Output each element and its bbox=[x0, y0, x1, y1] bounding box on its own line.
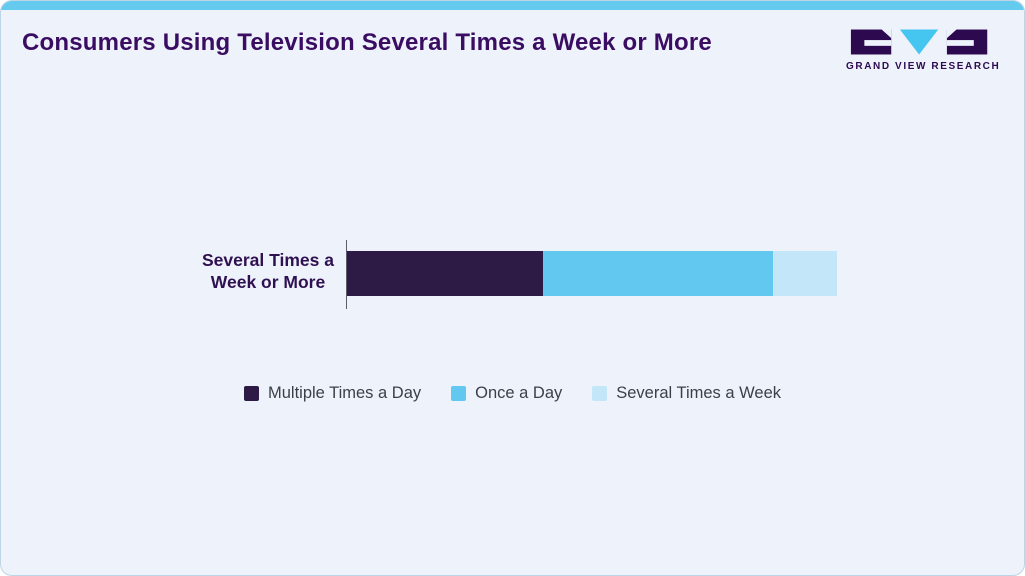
page-title: Consumers Using Television Several Times… bbox=[22, 29, 712, 56]
stacked-bar bbox=[347, 251, 837, 296]
legend-swatch-once-a-day bbox=[451, 386, 467, 401]
brand-logo: GRAND VIEW RESEARCH bbox=[846, 27, 1001, 72]
legend-label: Multiple Times a Day bbox=[267, 384, 422, 402]
y-axis-line bbox=[346, 240, 347, 309]
chart-legend: Multiple Times a Day Once a Day Several … bbox=[1, 384, 1024, 403]
bar-segment-multiple-times-a-day bbox=[347, 251, 543, 296]
legend-item: Multiple Times a Day bbox=[243, 384, 422, 403]
legend-swatch-several-times-a-week bbox=[592, 386, 608, 401]
legend-swatch-multiple-times-a-day bbox=[243, 386, 259, 401]
gvr-logo-icon bbox=[850, 29, 988, 55]
legend-label: Several Times a Week bbox=[616, 384, 782, 402]
category-label: Several Times a Week or More bbox=[202, 250, 334, 292]
bar-segment-once-a-day bbox=[543, 251, 774, 296]
legend-label: Once a Day bbox=[475, 384, 563, 402]
brand-name: GRAND VIEW RESEARCH bbox=[846, 61, 1001, 72]
legend-item: Several Times a Week bbox=[592, 384, 781, 403]
legend-item: Once a Day bbox=[451, 384, 562, 403]
accent-stripe bbox=[1, 1, 1024, 10]
bar-segment-several-times-a-week bbox=[773, 251, 837, 296]
